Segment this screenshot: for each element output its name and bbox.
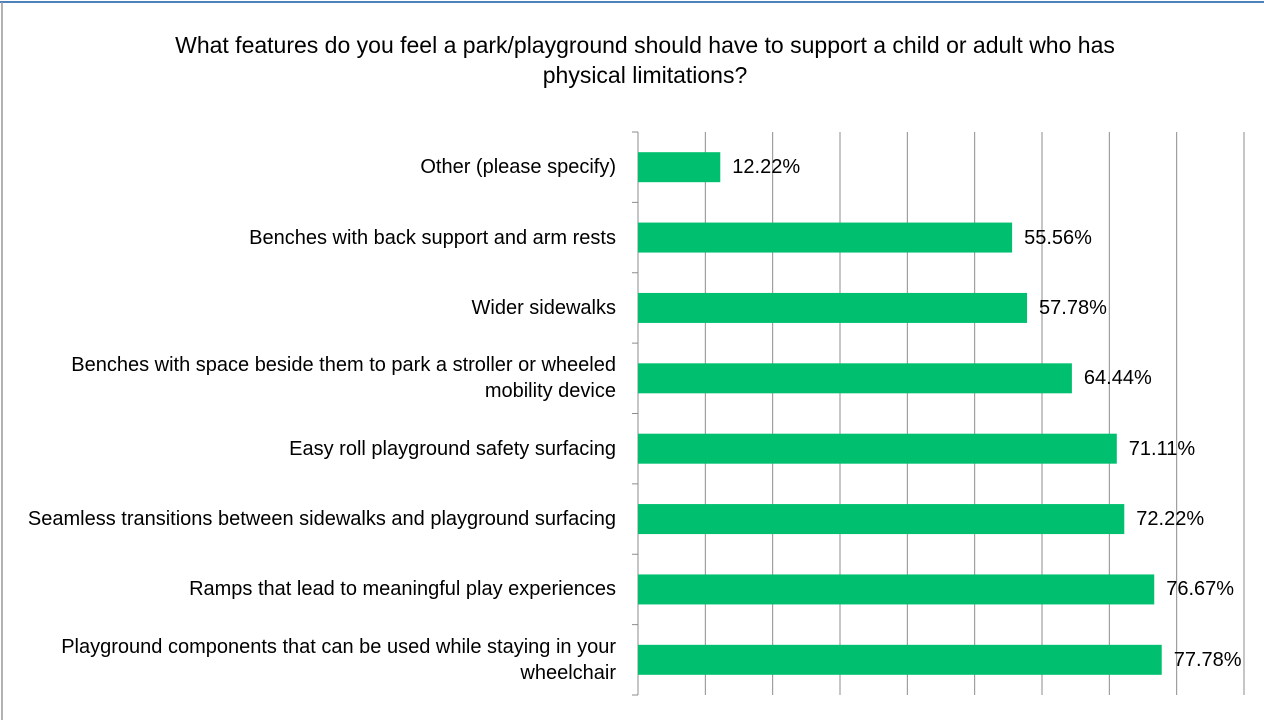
y-tick-label: Other (please specify) xyxy=(420,156,616,179)
y-tick-label: Ramps that lead to meaningful play exper… xyxy=(189,578,616,601)
data-label: 57.78% xyxy=(1039,296,1107,319)
data-label: 71.11% xyxy=(1128,437,1196,460)
data-label: 76.67% xyxy=(1166,578,1235,601)
bar xyxy=(638,152,721,183)
data-label: 64.44% xyxy=(1083,367,1152,390)
y-tick-label: Benches with space beside them to park a… xyxy=(71,354,616,403)
data-label: 12.22% xyxy=(732,156,801,179)
y-tick-label: Seamless transitions between sidewalks a… xyxy=(27,508,616,531)
y-tick-label: Wider sidewalks xyxy=(471,296,616,319)
bar xyxy=(638,504,1125,535)
data-label: 72.22% xyxy=(1136,508,1205,531)
data-label: 55.56% xyxy=(1024,226,1092,249)
bar xyxy=(638,363,1072,394)
bar xyxy=(638,222,1013,253)
bar xyxy=(638,574,1155,605)
chart-title: What features do you feel a park/playgro… xyxy=(175,32,1115,88)
data-label: 77.78% xyxy=(1173,648,1242,671)
bar xyxy=(638,292,1028,323)
bar xyxy=(638,433,1117,464)
y-tick-label: Playground components that can be used w… xyxy=(61,635,616,684)
y-tick-label: Benches with back support and arm rests xyxy=(249,226,616,249)
y-tick-label: Easy roll playground safety surfacing xyxy=(289,437,616,460)
bar xyxy=(638,644,1162,675)
